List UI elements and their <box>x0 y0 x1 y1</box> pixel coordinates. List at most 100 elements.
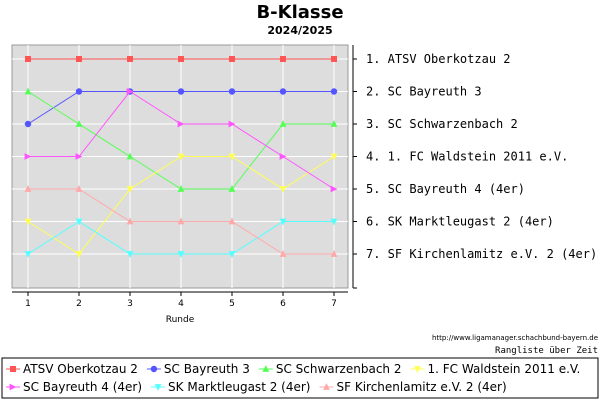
data-point <box>24 218 32 226</box>
footer-note: Rangliste über Zeit <box>495 346 598 356</box>
ranking-label: 3. SC Schwarzenbach 2 <box>366 117 518 131</box>
data-point <box>76 56 82 62</box>
data-point <box>75 153 83 160</box>
data-point <box>279 120 287 127</box>
legend-item: SC Bayreuth 4 (4er) <box>6 380 142 394</box>
data-point <box>228 153 236 161</box>
legend-label: SC Schwarzenbach 2 <box>276 362 402 376</box>
data-point <box>126 186 134 193</box>
data-point <box>228 217 236 225</box>
legend-item: SF Kirchenlamitz e.V. 2 (4er) <box>319 380 507 394</box>
chart-title: B-Klasse <box>256 2 343 23</box>
data-point <box>178 56 184 62</box>
legend-item: SC Bayreuth 3 <box>146 362 250 376</box>
legend-item: SC Schwarzenbach 2 <box>258 362 402 376</box>
data-point <box>126 152 134 160</box>
legend-marker <box>154 384 162 391</box>
series-layer <box>24 56 338 258</box>
series-group <box>24 218 338 258</box>
x-tick-label: 3 <box>127 299 133 309</box>
ranking-label: 7. SF Kirchenlamitz e.V. 2 (4er) <box>366 247 597 261</box>
data-point <box>228 88 236 95</box>
data-point <box>279 88 287 95</box>
x-tick-label: 5 <box>229 299 235 309</box>
data-point <box>127 56 133 62</box>
ranking-labels: 1. ATSV Oberkotzau 2 2. SC Bayreuth 3 3. S… <box>353 52 597 289</box>
legend-marker <box>414 366 421 373</box>
x-tick-label: 6 <box>280 299 286 309</box>
series-group <box>24 87 338 192</box>
data-point <box>75 88 83 95</box>
data-point <box>177 185 185 192</box>
data-point <box>228 120 236 128</box>
data-point <box>330 218 338 226</box>
data-point <box>330 185 338 193</box>
data-point <box>330 250 338 257</box>
data-point <box>24 120 32 128</box>
ranking-label: 2. SC Bayreuth 3 <box>366 85 482 99</box>
data-point <box>177 251 185 258</box>
data-point <box>75 218 83 226</box>
data-point <box>75 251 83 258</box>
data-point <box>24 153 32 160</box>
data-point <box>177 120 185 128</box>
data-point <box>279 250 287 257</box>
legend-marker <box>262 365 270 372</box>
data-point <box>229 56 235 62</box>
x-tick-label: 1 <box>25 299 31 309</box>
data-point <box>279 186 287 193</box>
legend-marker <box>9 383 17 391</box>
data-point <box>75 185 83 192</box>
data-point <box>228 251 236 258</box>
data-point <box>177 217 185 225</box>
series-group <box>25 56 337 62</box>
data-point <box>126 251 134 258</box>
ranking-label: 1. ATSV Oberkotzau 2 <box>366 52 511 66</box>
data-point <box>331 56 337 62</box>
legend-label: ATSV Oberkotzau 2 <box>23 362 138 376</box>
legend-label: SF Kirchenlamitz e.V. 2 (4er) <box>336 380 506 394</box>
data-point <box>280 56 286 62</box>
data-point <box>24 185 32 192</box>
data-point <box>279 153 287 160</box>
legend-marker <box>323 383 330 390</box>
legend-box <box>1 357 599 399</box>
x-axis-label: Runde <box>166 315 195 325</box>
x-ticks: 1 2 3 4 5 6 7 <box>25 292 337 309</box>
data-point <box>75 120 83 127</box>
data-point <box>330 88 338 95</box>
legend: ATSV Oberkotzau 2 SC Bayreuth 3 SC Schwarz… <box>6 362 580 394</box>
data-point <box>177 153 185 161</box>
data-point <box>126 88 134 95</box>
data-point <box>24 87 32 95</box>
chart-subtitle: 2024/2025 <box>267 24 332 37</box>
data-point <box>24 251 32 258</box>
legend-item: ATSV Oberkotzau 2 <box>6 362 138 376</box>
ranking-label: 4. 1. FC Waldstein 2011 e.V. <box>366 150 568 164</box>
data-point <box>330 153 338 161</box>
series-group <box>24 153 338 258</box>
x-tick-label: 4 <box>178 299 184 309</box>
x-tick-label: 7 <box>331 299 337 309</box>
series-group <box>24 88 338 193</box>
series-group <box>24 185 338 257</box>
legend-item: SK Marktleugast 2 (4er) <box>151 380 310 394</box>
data-point <box>330 120 338 127</box>
data-point <box>177 88 185 95</box>
legend-label: SC Bayreuth 4 (4er) <box>23 380 142 394</box>
legend-label: SC Bayreuth 3 <box>164 362 250 376</box>
data-point <box>126 217 134 225</box>
x-tick-label: 2 <box>76 299 82 309</box>
ranking-label: 5. SC Bayreuth 4 (4er) <box>366 182 525 196</box>
ranking-label: 6. SK Marktleugast 2 (4er) <box>366 215 554 229</box>
data-point <box>228 185 236 192</box>
legend-item: 1. FC Waldstein 2011 e.V. <box>410 362 580 376</box>
data-point <box>25 56 31 62</box>
source-url[interactable]: http://www.ligamanager.schachbund-bayern… <box>432 334 598 342</box>
legend-marker <box>10 366 16 372</box>
legend-label: 1. FC Waldstein 2011 e.V. <box>427 362 580 376</box>
legend-label: SK Marktleugast 2 (4er) <box>168 380 310 394</box>
data-point <box>279 218 287 226</box>
legend-marker <box>150 365 158 373</box>
